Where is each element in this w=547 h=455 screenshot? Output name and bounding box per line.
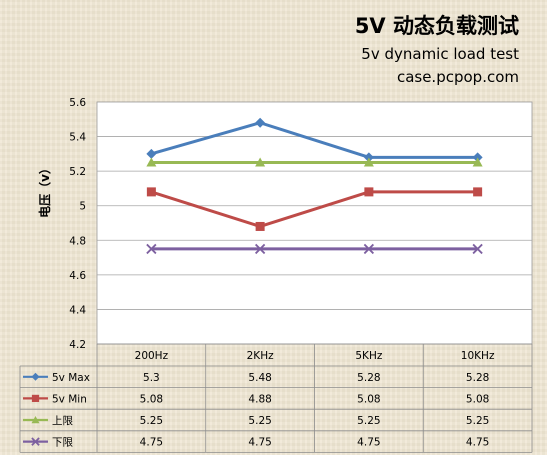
data-point-marker [472,157,483,167]
y-tick-labels: 4.2 4.4 4.6 4.8 5 5.2 5.4 5.6 [69,97,86,351]
data-point-marker [146,148,157,159]
table-cell-value: 5.25 [357,415,380,427]
table-cell-value: 4.75 [140,437,163,449]
data-point-marker [472,243,483,255]
x-category-label: 200Hz [135,350,169,362]
table-cell-value: 5.08 [357,393,380,405]
y-tick-label: 5 [79,201,86,213]
data-point-marker [255,221,265,231]
table-cell-value: 5.08 [140,393,163,405]
data-point-marker [31,372,40,381]
table-cell-value: 5.08 [466,393,489,405]
x-category-label: 2KHz [247,350,274,362]
x-category-label: 5KHz [355,350,382,362]
data-point-marker [255,157,266,167]
table-cell-value: 5.25 [466,415,489,427]
table-cell-value: 5.28 [357,372,380,384]
legend-key [23,416,48,424]
plot-area [96,101,533,345]
data-point-marker [254,243,266,255]
data-table: 200Hz 2KHz 5KHz 10KHz 5v Max 5.3 5.48 5.28 5.28 5… [19,343,533,453]
series-line [150,190,478,228]
y-tick-label: 4.4 [69,304,86,316]
data-point-marker [31,437,40,446]
y-tick-label: 5.4 [69,132,86,144]
legend-series-name: 5v Max [52,372,90,384]
table-cell-value: 5.25 [140,415,163,427]
data-point-marker [146,243,157,255]
chart-title: 5V 动态负载测试 [355,14,519,38]
data-point-marker [472,152,483,163]
data-point-marker [31,394,40,402]
table-cell-value: 4.75 [466,437,489,449]
legend-key [23,437,48,446]
y-tick-label: 5.6 [69,97,86,109]
table-cell-value: 5.3 [143,372,160,384]
x-category-label: 10KHz [461,350,495,362]
y-tick-label: 4.8 [69,235,86,247]
data-point-marker [363,243,375,255]
legend-key [23,372,48,381]
legend-series-name: 上限 [52,415,73,427]
gridlines [97,136,532,310]
y-axis-label: 电压（v） [37,162,52,218]
table-cell-value: 4.75 [248,437,271,449]
legend-series-name: 5v Min [52,393,87,405]
series-lines [146,117,483,255]
table-cell-value: 4.88 [248,393,271,405]
y-tick-label: 4.2 [69,339,86,351]
data-point-marker [146,157,157,167]
table-cell-value: 4.75 [357,437,380,449]
data-point-marker [255,117,266,128]
table-cell-value: 5.28 [466,372,489,384]
legend-key [23,394,48,402]
table-cell-value: 5.48 [248,372,271,384]
data-point-marker [364,187,374,197]
table-cell-value: 5.25 [248,415,271,427]
data-point-marker [473,187,483,197]
y-tick-label: 5.2 [69,166,86,178]
chart-subtitle: 5v dynamic load test [361,45,519,63]
data-point-marker [146,187,156,197]
legend-series-name: 下限 [52,437,73,449]
chart-source: case.pcpop.com [397,68,519,86]
series-line [150,121,478,159]
data-point-marker [31,416,40,424]
data-point-marker [363,157,374,167]
data-point-marker [363,152,374,163]
y-tick-label: 4.6 [69,270,86,282]
